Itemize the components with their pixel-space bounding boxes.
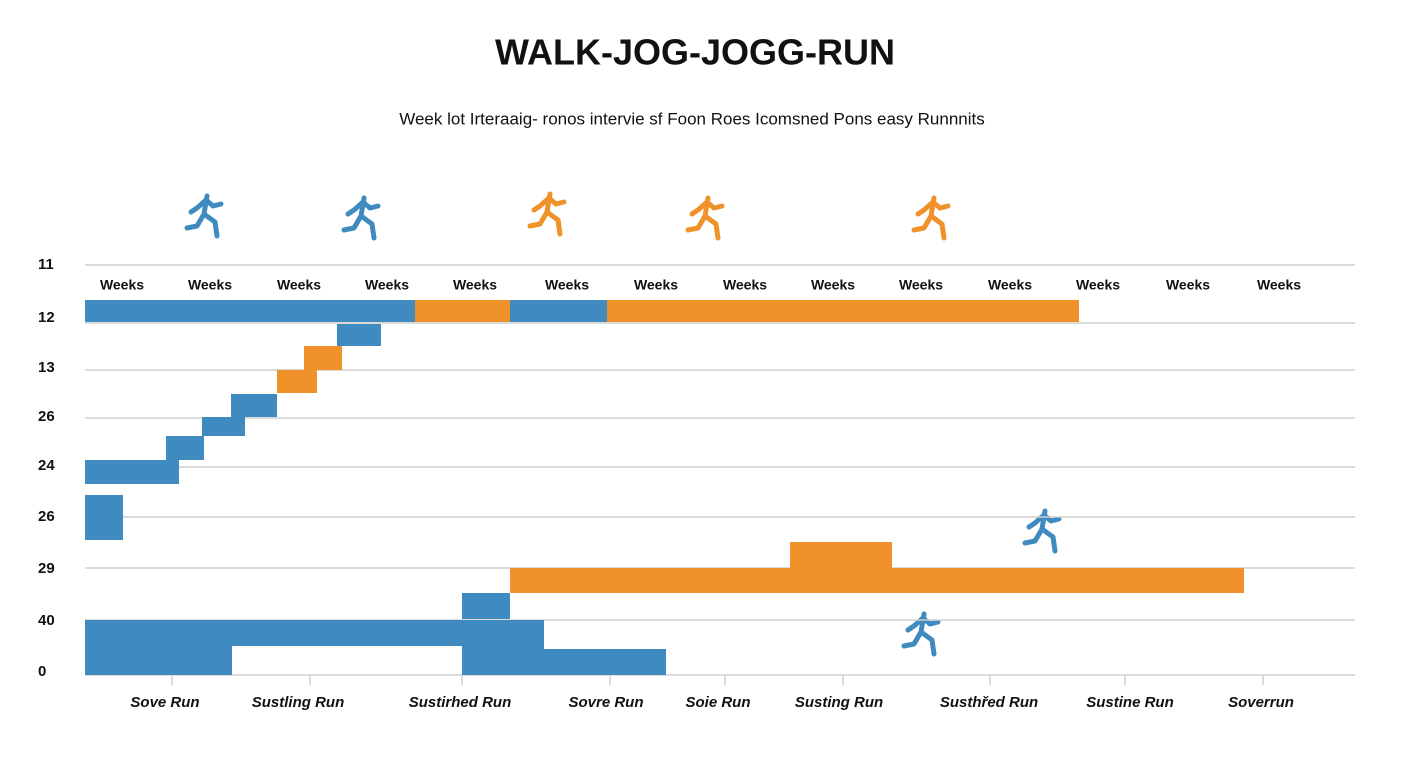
x-label: Susthřed Run [940,694,1038,711]
week-label: Weeks [899,277,943,293]
x-label: Sustine Run [1086,694,1174,711]
subtitle: Week lot Irteraaig- ronos intervie sf Fo… [399,109,985,128]
week-label: Weeks [277,277,321,293]
week-label: Weeks [1257,277,1301,293]
row-label: 24 [38,457,55,474]
x-label: Sovre Run [568,694,643,711]
bars [85,300,1244,675]
row-label: 26 [38,408,55,425]
week-label: Weeks [1076,277,1120,293]
week-label: Weeks [811,277,855,293]
week-label: Weeks [365,277,409,293]
title: WALK-JOG-JOGG-RUN [495,32,895,73]
row-label: 12 [38,309,55,326]
week-label: Weeks [634,277,678,293]
week-label: Weeks [100,277,144,293]
week-label: Weeks [188,277,232,293]
row-label: 40 [38,612,55,629]
row-label: 26 [38,508,55,525]
week-label: Weeks [453,277,497,293]
x-label: Sustling Run [252,694,345,711]
x-label: Soverrun [1228,694,1294,711]
row-label: 11 [38,256,54,273]
row-label: 29 [38,560,55,577]
x-label: Sove Run [130,694,199,711]
grid [85,264,1355,676]
row-label: 13 [38,359,55,376]
x-label: Susting Run [795,694,883,711]
week-label: Weeks [1166,277,1210,293]
week-label: Weeks [723,277,767,293]
x-label: Soie Run [685,694,750,711]
week-label: Weeks [988,277,1032,293]
x-label: Sustirhed Run [409,694,512,711]
row-label: 0 [38,663,46,680]
week-label: Weeks [545,277,589,293]
